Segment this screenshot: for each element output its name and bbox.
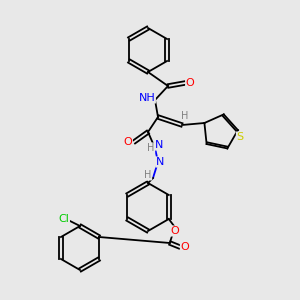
Text: Cl: Cl	[58, 214, 69, 224]
Text: S: S	[236, 132, 244, 142]
Text: H: H	[147, 143, 155, 153]
Text: N: N	[155, 140, 163, 150]
Text: H: H	[181, 111, 189, 121]
Text: H: H	[144, 170, 152, 180]
Text: O: O	[180, 242, 189, 252]
Text: O: O	[186, 78, 194, 88]
Text: N: N	[156, 157, 164, 167]
Text: NH: NH	[139, 93, 155, 103]
Text: O: O	[170, 226, 179, 236]
Text: O: O	[124, 137, 132, 147]
